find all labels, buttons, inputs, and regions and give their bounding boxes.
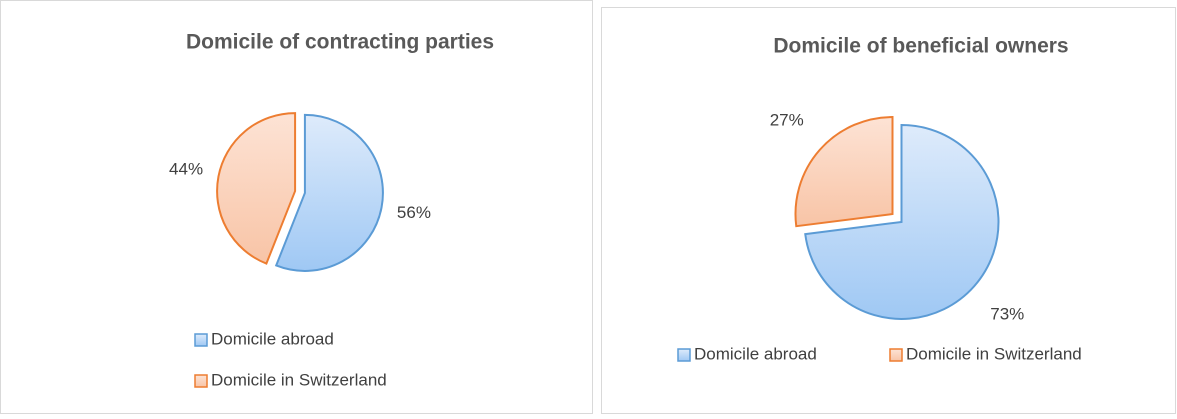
legend-swatch bbox=[194, 374, 208, 388]
pie-slice bbox=[274, 113, 384, 272]
chart-title: Domicile of beneficial owners bbox=[773, 35, 1068, 58]
data-label: 27% bbox=[770, 110, 804, 129]
chart-title: Domicile of contracting parties bbox=[186, 31, 494, 54]
legend-swatch bbox=[677, 348, 691, 362]
legend-swatch bbox=[889, 348, 903, 362]
data-label: 56% bbox=[397, 203, 431, 222]
data-label: 44% bbox=[169, 160, 203, 179]
pie-slice bbox=[804, 123, 1000, 320]
legend-label: Domicile in Switzerland bbox=[906, 344, 1082, 363]
panel-border bbox=[0, 0, 593, 414]
pie-slice bbox=[794, 116, 894, 228]
data-label: 73% bbox=[990, 305, 1024, 324]
legend-label: Domicile in Switzerland bbox=[211, 370, 387, 389]
pie-slice bbox=[216, 112, 297, 265]
legend-swatch bbox=[194, 333, 208, 347]
legend-label: Domicile abroad bbox=[211, 329, 334, 348]
legend-label: Domicile abroad bbox=[694, 344, 817, 363]
